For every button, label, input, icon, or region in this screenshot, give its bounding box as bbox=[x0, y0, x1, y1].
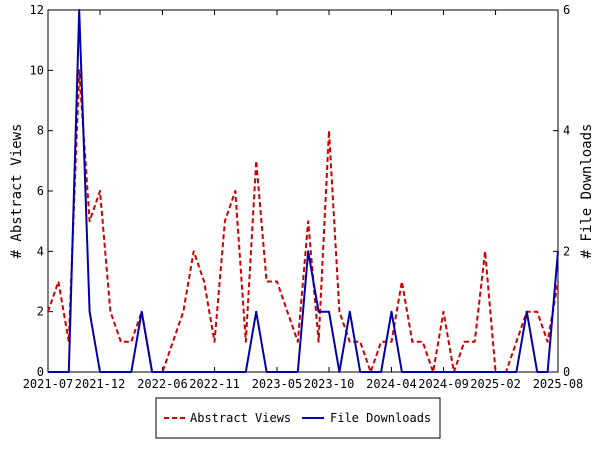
y-right-tick-label: 4 bbox=[563, 124, 570, 138]
y-left-tick-label: 6 bbox=[37, 184, 44, 198]
legend-label-abstract-views: Abstract Views bbox=[190, 411, 291, 425]
x-tick-label: 2025-02 bbox=[470, 377, 521, 391]
y-left-tick-label: 2 bbox=[37, 305, 44, 319]
x-tick-label: 2023-10 bbox=[304, 377, 355, 391]
y-left-tick-label: 10 bbox=[30, 63, 44, 77]
y-left-tick-label: 8 bbox=[37, 124, 44, 138]
x-tick-label: 2024-09 bbox=[418, 377, 469, 391]
y-left-axis: 0 2 4 6 8 10 12 bbox=[30, 3, 53, 379]
y-right-axis: 0 2 4 6 bbox=[553, 3, 570, 379]
x-tick-label: 2021-07 bbox=[23, 377, 74, 391]
series-layer bbox=[47, 9, 559, 373]
y-right-tick-label: 0 bbox=[563, 365, 570, 379]
y-left-axis-title: # Abstract Views bbox=[9, 124, 25, 259]
x-tick-label: 2024-04 bbox=[366, 377, 417, 391]
legend: Abstract Views File Downloads bbox=[155, 397, 441, 439]
x-tick-label: 2023-05 bbox=[252, 377, 303, 391]
x-axis: 2021-07 2021-12 2022-06 2022-11 2023-05 2023-… bbox=[23, 10, 584, 391]
y-right-tick-label: 2 bbox=[563, 244, 570, 258]
series-line-abstract-views bbox=[47, 69, 559, 373]
y-right-axis-title: # File Downloads bbox=[579, 124, 595, 259]
y-left-tick-label: 0 bbox=[37, 365, 44, 379]
y-left-tick-label: 12 bbox=[30, 3, 44, 17]
x-tick-label: 2022-06 bbox=[137, 377, 188, 391]
x-tick-label: 2022-11 bbox=[189, 377, 240, 391]
y-right-tick-label: 6 bbox=[563, 3, 570, 17]
legend-label-file-downloads: File Downloads bbox=[330, 411, 431, 425]
legend-box bbox=[155, 397, 441, 439]
series-line-file-downloads bbox=[48, 9, 559, 373]
x-tick-label: 2021-12 bbox=[75, 377, 126, 391]
x-tick-label: 2025-08 bbox=[533, 377, 584, 391]
y-left-tick-label: 4 bbox=[37, 244, 44, 258]
